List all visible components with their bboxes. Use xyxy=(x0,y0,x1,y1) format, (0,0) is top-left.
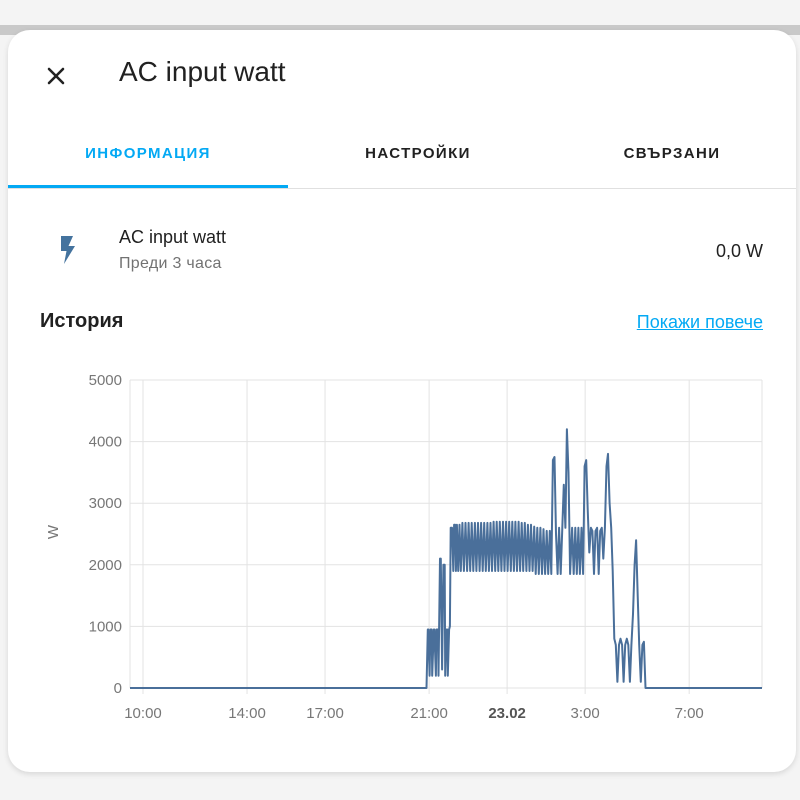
x-tick-label: 17:00 xyxy=(306,705,344,722)
show-more-link[interactable]: Покажи повече xyxy=(636,312,763,332)
tab-active-indicator xyxy=(8,185,288,188)
close-button[interactable] xyxy=(40,60,72,92)
chart-y-label: W xyxy=(45,524,62,539)
y-tick-label: 3000 xyxy=(89,495,122,512)
close-icon xyxy=(47,67,65,85)
y-tick-label: 5000 xyxy=(89,372,122,389)
more-info-dialog: AC input watt ИНФОРМАЦИЯ НАСТРОЙКИ СВЪРЗ… xyxy=(8,30,796,772)
y-tick-label: 4000 xyxy=(89,434,122,451)
tab-bar: ИНФОРМАЦИЯ НАСТРОЙКИ СВЪРЗАНИ xyxy=(8,130,796,189)
x-tick-label: 3:00 xyxy=(571,705,600,722)
x-tick-label: 10:00 xyxy=(124,705,162,722)
entity-value: 0,0 W xyxy=(715,241,763,261)
x-tick-label: 7:00 xyxy=(675,705,704,722)
dialog-title: AC input watt xyxy=(119,56,286,87)
x-tick-label: 14:00 xyxy=(228,705,266,722)
entity-state-row: AC input watt Преди 3 часа 0,0 W xyxy=(8,215,796,285)
flash-icon xyxy=(61,236,75,264)
series-line xyxy=(130,428,762,689)
y-tick-label: 1000 xyxy=(89,618,122,635)
history-title: История xyxy=(40,310,124,332)
chart-series xyxy=(130,428,762,689)
tab-settings[interactable]: НАСТРОЙКИ xyxy=(365,145,471,162)
tab-info[interactable]: ИНФОРМАЦИЯ xyxy=(85,145,211,162)
x-tick-label: 21:00 xyxy=(410,705,448,722)
y-tick-label: 2000 xyxy=(89,557,122,574)
history-chart[interactable]: 0 1000 2000 3000 4000 5000 10:00 14:00 17:00 21:… xyxy=(8,350,796,730)
x-tick-label: 23.02 xyxy=(488,705,526,722)
chart-y-axis: 0 1000 2000 3000 4000 5000 xyxy=(89,372,122,697)
entity-name: AC input watt xyxy=(119,227,227,247)
entity-last-changed: Преди 3 часа xyxy=(119,255,222,272)
chart-x-axis: 10:00 14:00 17:00 21:00 23.02 3:00 7:00 xyxy=(124,705,704,722)
y-tick-label: 0 xyxy=(114,680,122,697)
tab-related[interactable]: СВЪРЗАНИ xyxy=(623,145,721,162)
